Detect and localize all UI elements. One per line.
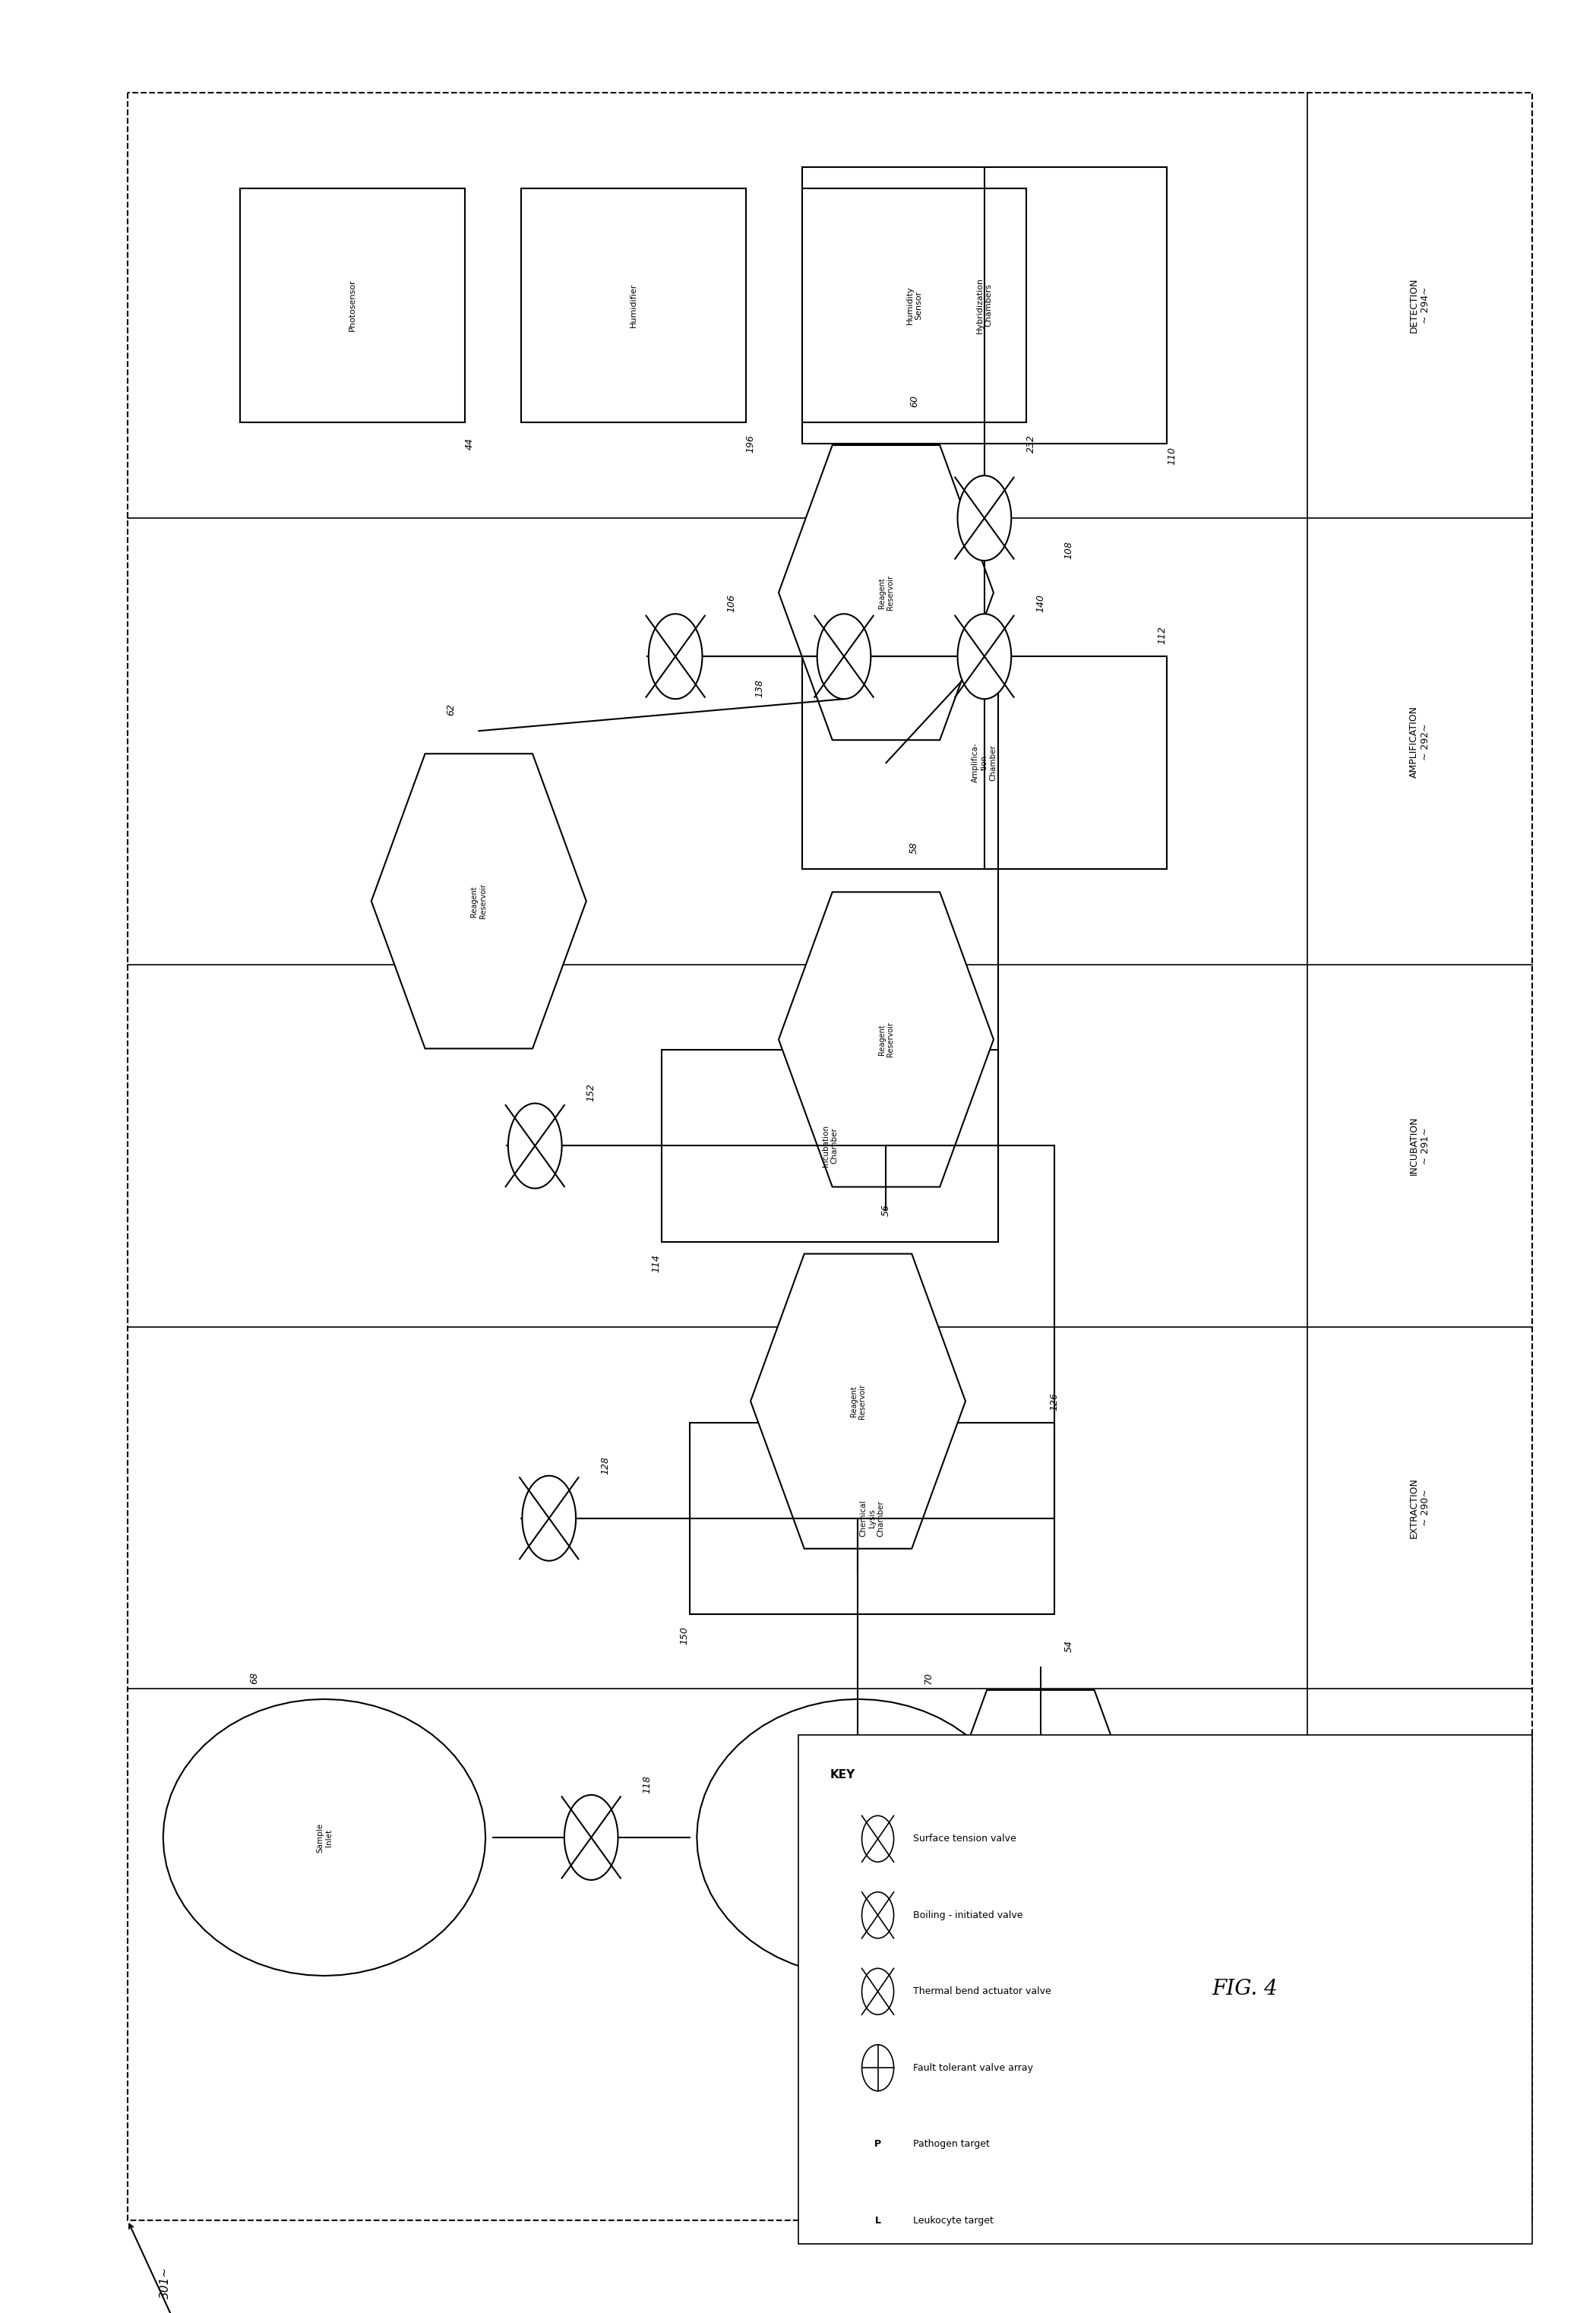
- Polygon shape: [817, 613, 871, 699]
- Circle shape: [862, 2045, 894, 2091]
- Text: 58: 58: [910, 842, 919, 853]
- Text: Boiling - initiated valve: Boiling - initiated valve: [913, 1911, 1023, 1920]
- Text: Chemical
Lysis
Chamber: Chemical Lysis Chamber: [859, 1499, 884, 1536]
- Polygon shape: [239, 187, 464, 423]
- Text: Amplifica-
tion
Chamber: Amplifica- tion Chamber: [972, 742, 998, 782]
- Polygon shape: [128, 93, 1532, 2220]
- Text: 110: 110: [1167, 446, 1176, 465]
- Polygon shape: [801, 1966, 915, 2179]
- Text: 140: 140: [1036, 594, 1045, 613]
- Text: 70: 70: [924, 1672, 934, 1684]
- Text: Reagent
Reservoir: Reagent Reservoir: [878, 1022, 894, 1057]
- Text: 152: 152: [586, 1082, 595, 1101]
- Polygon shape: [697, 1700, 1020, 1975]
- Text: Dialysis
Section (P): Dialysis Section (P): [849, 1816, 867, 1860]
- Polygon shape: [163, 1700, 485, 1975]
- Text: 112: 112: [1157, 627, 1167, 645]
- Circle shape: [862, 1968, 894, 2015]
- Text: 128: 128: [600, 1455, 610, 1473]
- Polygon shape: [522, 1476, 576, 1561]
- Polygon shape: [779, 893, 994, 1187]
- Text: Reagent
Reservoir: Reagent Reservoir: [471, 884, 487, 918]
- Circle shape: [862, 1892, 894, 1938]
- Text: DETECTION
~ 294~: DETECTION ~ 294~: [1409, 278, 1430, 333]
- Text: Humidifier: Humidifier: [629, 282, 637, 328]
- Text: L: L: [875, 2216, 881, 2225]
- Polygon shape: [689, 1422, 1055, 1614]
- Text: Reagent
Reservoir: Reagent Reservoir: [849, 1383, 867, 1418]
- Text: P: P: [875, 2140, 881, 2149]
- Text: 44: 44: [464, 437, 474, 449]
- Polygon shape: [520, 187, 745, 423]
- Text: Sample
Inlet: Sample Inlet: [316, 1823, 332, 1853]
- Text: FIG. 4: FIG. 4: [1211, 1980, 1278, 1998]
- Text: Pathogen target: Pathogen target: [913, 2140, 990, 2149]
- Polygon shape: [958, 613, 1012, 699]
- Polygon shape: [372, 754, 586, 1048]
- Text: 62: 62: [445, 703, 455, 715]
- Text: Photosensor: Photosensor: [348, 280, 356, 331]
- Text: 196: 196: [745, 435, 755, 453]
- Text: 138: 138: [755, 680, 764, 699]
- Polygon shape: [801, 187, 1026, 423]
- Text: 106: 106: [726, 594, 736, 613]
- Text: 54: 54: [1065, 1640, 1074, 1651]
- Text: Hybridization
Chambers: Hybridization Chambers: [977, 278, 993, 333]
- Text: 301~: 301~: [160, 2267, 171, 2299]
- Bar: [798, 1735, 1532, 2244]
- Text: 60: 60: [910, 396, 919, 407]
- Text: Reagent
Reservoir: Reagent Reservoir: [878, 576, 894, 611]
- Text: Leukocyte target: Leukocyte target: [913, 2216, 993, 2225]
- Text: INCUBATION
~ 291~: INCUBATION ~ 291~: [1409, 1117, 1430, 1175]
- Text: 108: 108: [1065, 541, 1074, 560]
- Text: EXTRACTION
~ 290~: EXTRACTION ~ 290~: [1409, 1478, 1430, 1538]
- Text: Thermal bend actuator valve: Thermal bend actuator valve: [913, 1987, 1052, 1996]
- Polygon shape: [508, 1103, 562, 1189]
- Polygon shape: [565, 1795, 618, 1880]
- Text: Surface tension valve: Surface tension valve: [913, 1834, 1017, 1843]
- Polygon shape: [801, 167, 1167, 444]
- Text: Waste: Waste: [883, 1931, 891, 1957]
- Text: 76: 76: [811, 2204, 820, 2216]
- Polygon shape: [958, 476, 1012, 560]
- Text: Reagent
Reservoir: Reagent Reservoir: [1033, 1820, 1049, 1855]
- Text: 126: 126: [1050, 1392, 1060, 1411]
- Text: Humidity
Sensor: Humidity Sensor: [907, 287, 922, 324]
- Text: 150: 150: [680, 1626, 689, 1645]
- Polygon shape: [750, 1254, 966, 1550]
- Polygon shape: [801, 657, 1167, 870]
- Text: Incubation
Chamber: Incubation Chamber: [822, 1124, 838, 1166]
- Text: 118: 118: [643, 1774, 653, 1793]
- Polygon shape: [661, 1050, 999, 1242]
- Text: SAMPLE INPUT
AND PREPARATION
~ 288~: SAMPLE INPUT AND PREPARATION ~ 288~: [1403, 1911, 1436, 1998]
- Text: KEY: KEY: [830, 1769, 855, 1781]
- Polygon shape: [934, 1691, 1148, 1985]
- Text: 56: 56: [881, 1203, 891, 1217]
- Text: 232: 232: [1026, 435, 1036, 453]
- Circle shape: [862, 1816, 894, 1862]
- Polygon shape: [648, 613, 702, 699]
- Text: 114: 114: [651, 1254, 661, 1272]
- Polygon shape: [779, 444, 994, 740]
- Text: 68: 68: [249, 1672, 259, 1684]
- Text: Fault tolerant valve array: Fault tolerant valve array: [913, 2063, 1033, 2072]
- Text: AMPLIFICATION
~ 292~: AMPLIFICATION ~ 292~: [1409, 705, 1430, 777]
